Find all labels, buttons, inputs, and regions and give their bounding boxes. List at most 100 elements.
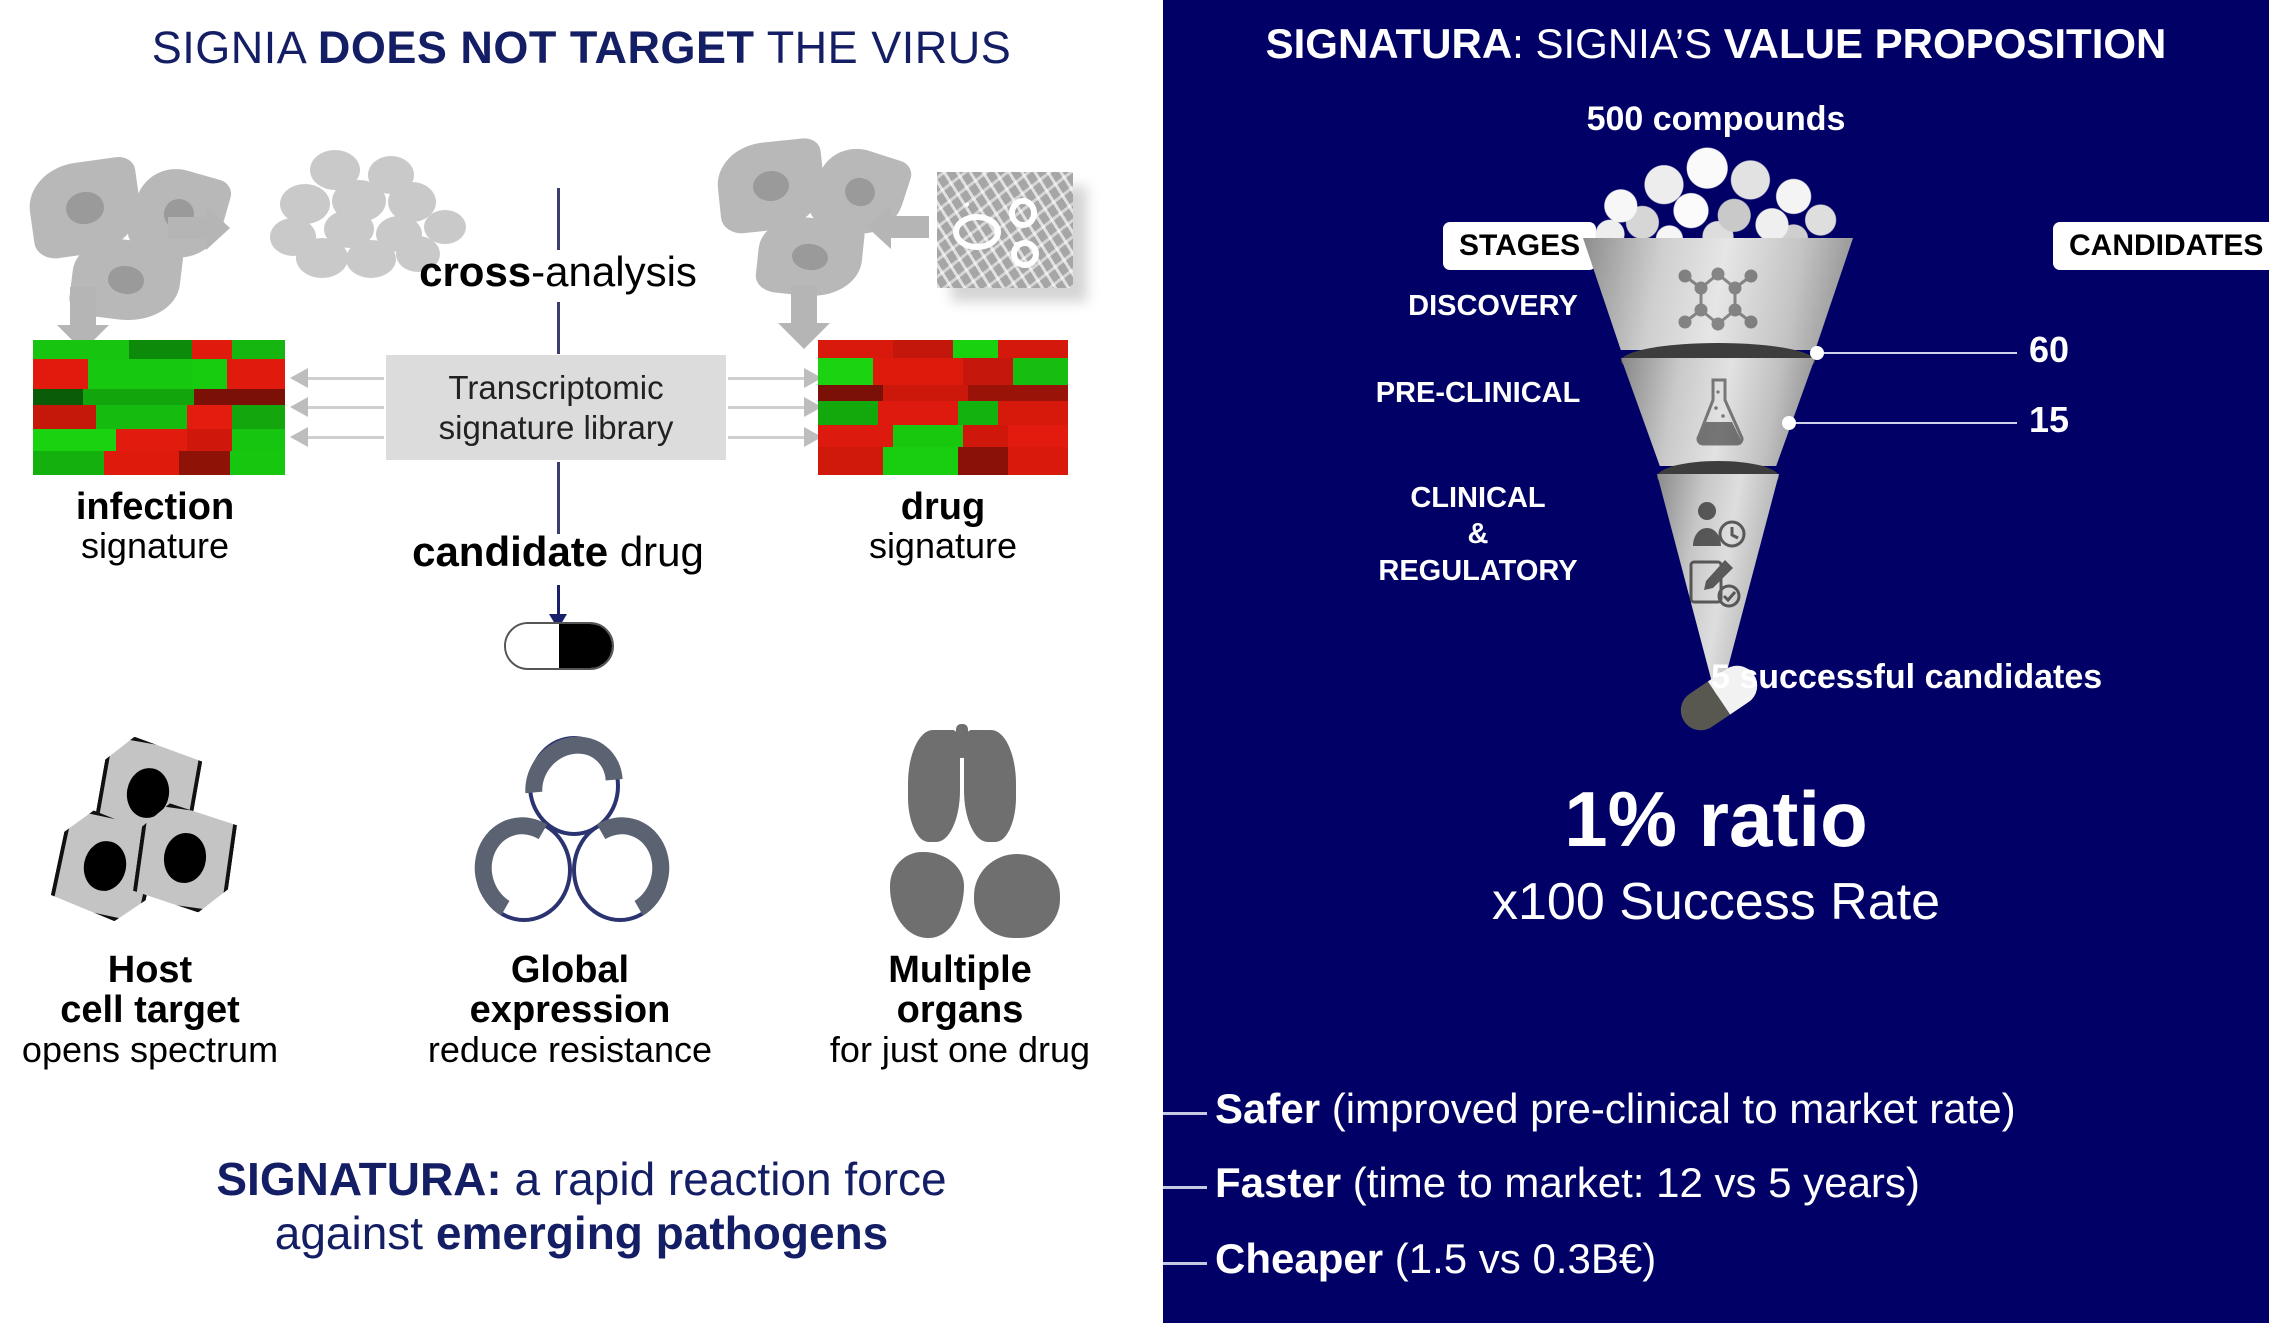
library-line-2: signature library [438, 408, 674, 446]
center-connector-mid [557, 302, 560, 354]
candidate-count-15: 15 [2029, 399, 2069, 441]
stage-discovery-text: DISCOVERY [1408, 290, 1578, 322]
feature-global-bold-2: expression [469, 989, 671, 1032]
feature-caption-organs: Multiple organs for just one drug [790, 950, 1130, 1069]
patient-clock-icon [1693, 502, 1746, 548]
leader-dot-60 [1810, 346, 1824, 360]
feature-caption-host: Host cell target opens spectrum [0, 950, 300, 1069]
stage-clinical-text-3: REGULATORY [1378, 554, 1578, 587]
right-title-bold-1: SIGNATURA [1265, 20, 1513, 67]
bullet-cheaper-rest: (1.5 vs 0.3B€) [1383, 1235, 1657, 1282]
footer-mid: a rapid reaction force [501, 1153, 947, 1205]
bullet-dash-faster [1163, 1186, 1207, 1189]
right-title-bold-2: VALUE PROPOSITION [1723, 20, 2167, 67]
feature-host-bold-1: Host [107, 949, 193, 991]
left-panel: SIGNIA DOES NOT TARGET THE VIRUS [0, 22, 1163, 1260]
stage-label-preclinical: PRE-CLINICAL [1313, 375, 1643, 411]
bullet-cheaper-bold: Cheaper [1215, 1235, 1384, 1282]
footer-line-1: SIGNATURA: a rapid reaction force [0, 1152, 1163, 1206]
leader-line-15 [1782, 416, 2017, 430]
candidate-count-60: 60 [2029, 329, 2069, 371]
candidate-drug-bold: candidate [412, 528, 609, 575]
bullet-safer: Safer (improved pre-clinical to market r… [1215, 1085, 2016, 1133]
stage-clinical-text-1: CLINICAL [1410, 482, 1546, 514]
drug-signature-caption: drug signature [788, 487, 1098, 565]
footer-bold-signatura: SIGNATURA: [216, 1153, 502, 1205]
funnel-segment-clinical [1657, 461, 1779, 696]
drug-heatmap [818, 340, 1068, 475]
proliferation-arrow-left [168, 206, 230, 250]
feature-host-sub: opens spectrum [21, 1028, 279, 1070]
stage-label-discovery: DISCOVERY [1343, 288, 1643, 324]
feature-organs-bold-2: organs [896, 989, 1024, 1032]
heart-icon [890, 852, 964, 938]
library-to-infection-arrow-1 [290, 368, 384, 388]
micrograph-ring-3 [1011, 240, 1039, 268]
library-to-infection-arrow-3 [290, 427, 384, 447]
organs-icon [870, 724, 1070, 940]
chip-candidates: CANDIDATES [2053, 222, 2269, 270]
bullet-dash-cheaper [1163, 1262, 1207, 1265]
treatment-arrow-right [865, 205, 929, 249]
footer-pre: against [274, 1207, 436, 1260]
stage-clinical-text-2: & [1467, 518, 1489, 551]
lungs-trachea [956, 724, 968, 758]
drug-signature-normal: signature [868, 525, 1018, 567]
micrograph-thumbnail [937, 172, 1073, 288]
chip-stages-text: STAGES [1459, 229, 1581, 262]
title-part-bold: DOES NOT TARGET [317, 22, 755, 73]
ratio-subline: x100 Success Rate [1163, 872, 2269, 932]
stage-label-clinical: CLINICAL & REGULATORY [1313, 480, 1643, 589]
successful-candidates-label: 5 successful candidates [1711, 658, 2102, 697]
library-to-drug-arrow-3 [728, 427, 822, 447]
hex-cells-icon [52, 740, 252, 930]
title-part-post: THE VIRUS [754, 22, 1012, 73]
chip-candidates-text: CANDIDATES [2069, 229, 2264, 262]
bullet-safer-bold: Safer [1215, 1085, 1321, 1132]
feature-organs-sub: for just one drug [829, 1028, 1091, 1070]
approval-form-icon [1689, 560, 1741, 608]
leader-line-60 [1810, 346, 2017, 360]
center-connector-top [557, 188, 560, 250]
right-title-mid: : SIGNIA’S [1512, 20, 1724, 67]
ratio-subline-text: x100 Success Rate [1491, 873, 1941, 931]
infection-signature-bold: infection [75, 486, 235, 528]
chip-stages: STAGES [1443, 222, 1597, 270]
feature-host-bold-2: cell target [60, 989, 240, 1032]
candidate-drug-rest: drug [608, 528, 704, 575]
ratio-headline-text: 1% ratio [1564, 775, 1868, 863]
cross-analysis-bold: cross [419, 248, 532, 295]
cross-analysis-rest: -analysis [531, 248, 697, 295]
bullet-cheaper: Cheaper (1.5 vs 0.3B€) [1215, 1235, 1656, 1283]
candidate-drug-arrow [549, 585, 567, 629]
bullet-dash-safer [1163, 1112, 1207, 1115]
left-panel-title: SIGNIA DOES NOT TARGET THE VIRUS [0, 22, 1163, 74]
cell-cluster-icon-left [228, 148, 466, 288]
right-panel-title: SIGNATURA: SIGNIA’S VALUE PROPOSITION [1163, 20, 2269, 68]
feature-organs-bold-1: Multiple [888, 949, 1032, 991]
title-part-pre: SIGNIA [151, 22, 318, 73]
successful-candidates-text: 5 successful candidates [1711, 658, 2103, 696]
bullet-faster: Faster (time to market: 12 vs 5 years) [1215, 1159, 1920, 1207]
infection-signature-normal: signature [80, 525, 230, 567]
capsule-icon [504, 622, 614, 670]
library-line-1: Transcriptomic [448, 368, 664, 406]
micrograph-ring-2 [1009, 198, 1037, 228]
brain-icon [974, 854, 1060, 938]
library-to-infection-arrow-2 [290, 397, 384, 417]
circular-arrows-icon [462, 716, 682, 936]
feature-caption-global: Global expression reduce resistance [400, 950, 740, 1069]
infection-heatmap [33, 340, 285, 475]
compound-pile-icon [1583, 128, 1853, 246]
funnel-segment-preclinical [1621, 343, 1815, 466]
leader-dot-15 [1782, 416, 1796, 430]
transcriptomic-library-box: Transcriptomic signature library [386, 355, 726, 460]
cross-analysis-label: cross-analysis [258, 248, 858, 296]
stage-preclinical-text: PRE-CLINICAL [1375, 377, 1581, 409]
candidate-drug-label: candidate drug [258, 528, 858, 576]
micrograph-ring-1 [953, 214, 1001, 250]
expression-ring-top [505, 716, 643, 856]
candidate-count-60-text: 60 [2029, 329, 2070, 370]
infection-signature-caption: infection signature [0, 487, 310, 565]
